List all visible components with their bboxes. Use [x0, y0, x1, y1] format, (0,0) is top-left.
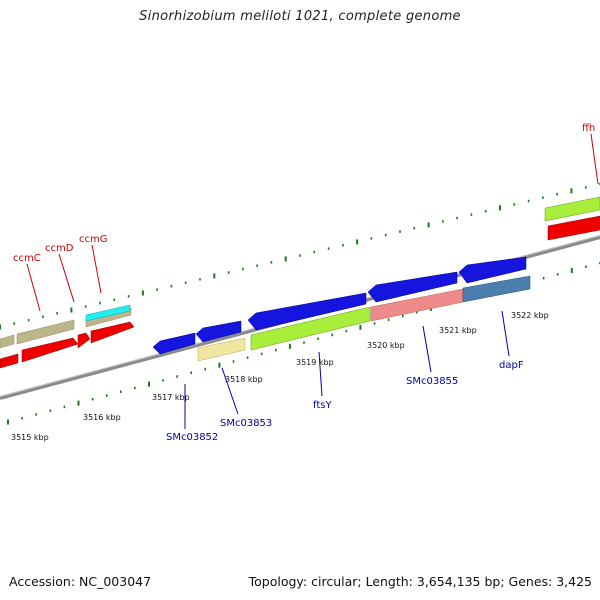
- gene-label-SMc03855[interactable]: SMc03855: [406, 376, 458, 387]
- gene-label-dapF[interactable]: dapF: [499, 360, 524, 371]
- gene-ccmG-cyan[interactable]: [85, 304, 131, 322]
- gene-red-small[interactable]: [77, 332, 91, 349]
- gene-red-lower-left[interactable]: [0, 353, 19, 369]
- gene-blue-3[interactable]: [367, 271, 458, 303]
- pointer-SMc03853: [221, 367, 239, 415]
- gene-blue-4[interactable]: [458, 256, 527, 284]
- pointer-SMc03855: [422, 325, 432, 373]
- gene-khaki-left-upper[interactable]: [0, 334, 15, 349]
- gene-lime-right[interactable]: [544, 196, 600, 222]
- scale-label: 3518 kbp: [225, 375, 263, 384]
- pointer-ftsY: [318, 351, 323, 397]
- upper-tick-track: [0, 182, 600, 330]
- pointer-ccmD: [58, 253, 75, 303]
- topology-text: Topology: circular; Length: 3,654,135 bp…: [248, 574, 592, 589]
- gene-red-right[interactable]: [547, 215, 600, 241]
- scale-label: 3516 kbp: [83, 413, 121, 422]
- gene-label-ftsY[interactable]: ftsY: [313, 400, 332, 411]
- gene-labels: ccmC ccmD ccmG ffh SMc03852 SMc03853 fts…: [13, 123, 595, 443]
- pointer-ccmG: [91, 244, 102, 294]
- gene-ccmD-red[interactable]: [21, 337, 79, 363]
- label-pointers: [26, 133, 599, 429]
- gene-SMc03852[interactable]: [152, 332, 196, 355]
- scale-label: 3517 kbp: [152, 393, 190, 402]
- gene-ccmC[interactable]: [16, 319, 75, 345]
- forward-genes: [0, 196, 600, 369]
- reverse-genes: [152, 256, 531, 362]
- gene-label-ccmD[interactable]: ccmD: [45, 243, 74, 254]
- scale-label: 3521 kbp: [439, 326, 477, 335]
- gene-blue-2[interactable]: [195, 320, 242, 343]
- pointer-dapF: [501, 310, 510, 357]
- gene-ftsY[interactable]: [250, 306, 371, 351]
- scale-label: 3515 kbp: [11, 433, 49, 442]
- scale-label: 3522 kbp: [511, 311, 549, 320]
- gene-label-ffh[interactable]: ffh: [582, 123, 595, 134]
- gene-SMc03853[interactable]: [197, 337, 246, 362]
- gene-label-SMc03852[interactable]: SMc03852: [166, 432, 218, 443]
- scale-label: 3520 kbp: [367, 341, 405, 350]
- pointer-ccmC: [26, 263, 41, 312]
- gene-label-SMc03853[interactable]: SMc03853: [220, 418, 272, 429]
- gene-dapF[interactable]: [462, 275, 531, 303]
- gene-label-ccmC[interactable]: ccmC: [13, 253, 41, 264]
- gene-blue-long[interactable]: [247, 292, 367, 331]
- scale-labels: 3515 kbp 3516 kbp 3517 kbp 3518 kbp 3519…: [11, 311, 549, 442]
- accession-text: Accession: NC_003047: [9, 574, 152, 589]
- gene-red-ccmG[interactable]: [90, 321, 135, 344]
- gene-label-ccmG[interactable]: ccmG: [79, 234, 108, 245]
- pointer-ffh: [590, 133, 599, 185]
- scale-label: 3519 kbp: [296, 358, 334, 367]
- map-title: Sinorhizobium meliloti 1021, complete ge…: [139, 9, 461, 24]
